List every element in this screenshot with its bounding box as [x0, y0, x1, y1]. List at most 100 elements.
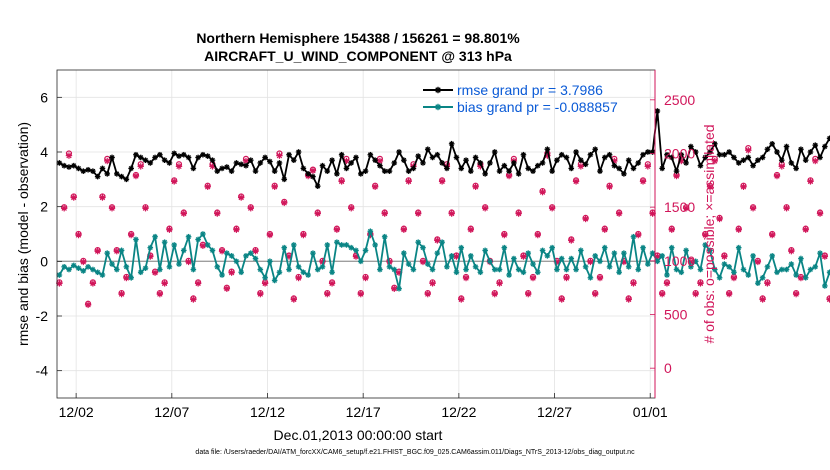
rmse-marker	[477, 160, 484, 166]
bias-marker	[262, 274, 268, 281]
bias-marker	[601, 244, 608, 251]
obs-assimilated-marker	[783, 205, 790, 212]
rmse-marker	[496, 168, 503, 174]
bias-marker	[195, 236, 201, 243]
bias-marker	[697, 266, 704, 273]
obs-assimilated-marker	[788, 247, 795, 255]
obs-assimilated-marker	[501, 231, 508, 239]
obs-assimilated-marker	[194, 280, 202, 287]
bias-marker	[257, 266, 264, 273]
rmse-marker	[415, 153, 421, 159]
rmse-marker	[697, 162, 704, 169]
bias-marker	[281, 244, 288, 251]
obs-assimilated-marker	[414, 210, 422, 217]
obs-assimilated-marker	[525, 290, 532, 298]
obs-assimilated-marker	[630, 280, 637, 287]
obs-assimilated-marker	[467, 226, 475, 233]
bias-marker	[740, 266, 747, 273]
legend-label: rmse grand pr = 3.7986	[457, 82, 603, 98]
bias-marker	[735, 244, 742, 251]
bias-marker	[152, 233, 158, 240]
bias-marker	[204, 242, 211, 248]
obs-assimilated-marker	[113, 247, 120, 255]
rmse-marker	[463, 157, 469, 163]
bias-marker	[405, 261, 412, 267]
bias-marker	[745, 272, 752, 278]
obs-assimilated-marker	[180, 210, 187, 217]
rmse-marker	[592, 146, 598, 153]
rmse-marker	[405, 168, 412, 174]
obs-assimilated-marker	[587, 258, 594, 266]
rmse-marker	[243, 162, 249, 169]
obs-assimilated-marker	[252, 247, 259, 255]
bias-marker	[429, 266, 436, 273]
rmse-marker	[597, 168, 603, 174]
bias-marker	[238, 269, 244, 276]
bias-marker	[659, 253, 665, 259]
obs-assimilated-marker	[151, 269, 159, 276]
bias-marker	[314, 266, 321, 273]
rmse-marker	[209, 157, 216, 163]
obs-assimilated-marker	[161, 280, 168, 287]
bias-marker	[99, 272, 106, 278]
bias-marker	[295, 264, 302, 270]
bias-marker	[635, 266, 642, 273]
bias-marker	[444, 264, 450, 270]
rmse-marker	[582, 161, 589, 168]
bias-marker	[372, 242, 378, 248]
obs-assimilated-marker	[816, 210, 824, 217]
obs-assimilated-marker	[601, 226, 608, 233]
y-tick-label-right: 1000	[664, 253, 695, 269]
obs-assimilated-marker	[740, 183, 747, 190]
rmse-marker	[348, 160, 355, 166]
rmse-marker	[616, 165, 622, 172]
y-tick-label-left: -2	[36, 308, 49, 324]
rmse-marker	[740, 157, 747, 163]
rmse-marker	[396, 149, 402, 155]
obs-assimilated-marker	[156, 290, 164, 298]
rmse-marker	[362, 168, 369, 174]
bias-marker	[482, 247, 488, 254]
rmse-marker	[381, 168, 388, 174]
obs-assimilated-marker	[505, 172, 513, 180]
obs-assimilated-marker	[223, 285, 231, 292]
bias-marker	[367, 228, 374, 235]
obs-assimilated-marker	[682, 205, 690, 212]
obs-assimilated-marker	[802, 226, 809, 233]
bias-marker	[109, 261, 115, 267]
bias-marker	[654, 258, 661, 265]
rmse-marker	[692, 149, 699, 155]
rmse-marker	[822, 143, 828, 150]
bias-marker	[688, 264, 694, 270]
rmse-marker	[688, 143, 694, 150]
rmse-marker	[118, 173, 125, 180]
rmse-marker	[271, 168, 278, 174]
obs-assimilated-marker	[75, 231, 82, 239]
bias-marker	[640, 244, 646, 251]
obs-assimilated-marker	[769, 231, 776, 239]
obs-assimilated-marker	[405, 178, 412, 185]
rmse-marker	[482, 171, 488, 177]
obs-assimilated-marker	[381, 210, 388, 217]
bias-marker	[621, 250, 627, 256]
obs-assimilated-marker	[606, 183, 613, 190]
bias-marker	[338, 242, 345, 248]
bias-marker	[812, 264, 819, 270]
bias-marker	[649, 250, 656, 256]
obs-assimilated-marker	[99, 194, 106, 201]
bias-marker	[386, 264, 393, 270]
rmse-marker	[420, 160, 426, 166]
obs-assimilated-marker	[237, 194, 245, 201]
bias-marker	[501, 244, 508, 251]
rmse-marker	[702, 154, 709, 161]
bias-marker	[137, 269, 144, 276]
rmse-marker	[434, 151, 441, 158]
rmse-marker	[759, 154, 766, 161]
bias-marker	[228, 253, 235, 259]
obs-assimilated-marker	[491, 290, 498, 298]
obs-assimilated-marker	[735, 226, 742, 233]
x-tick-label: 12/27	[537, 404, 572, 420]
bias-marker	[822, 283, 828, 289]
rmse-marker	[578, 157, 584, 163]
rmse-marker	[778, 157, 785, 163]
